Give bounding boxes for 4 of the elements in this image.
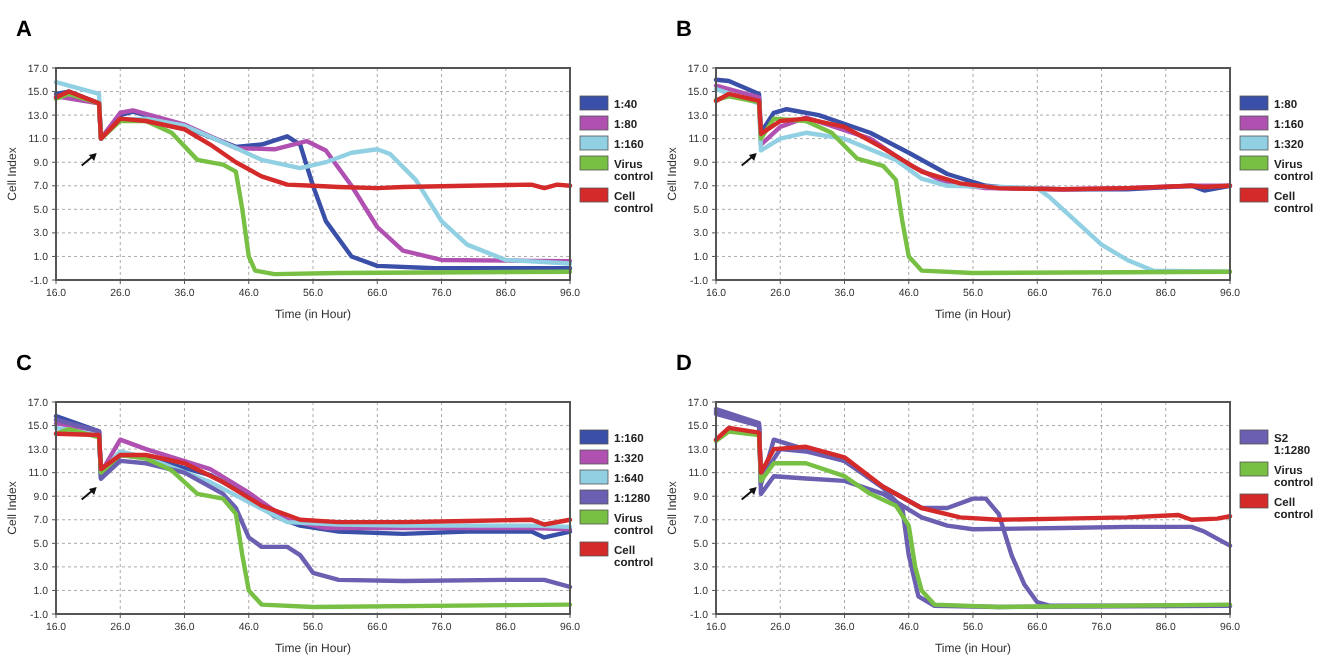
chart-title: A [16, 18, 32, 42]
chart-title: B [676, 18, 692, 42]
chart-title: D [676, 352, 692, 376]
chart-title: C [16, 352, 32, 376]
